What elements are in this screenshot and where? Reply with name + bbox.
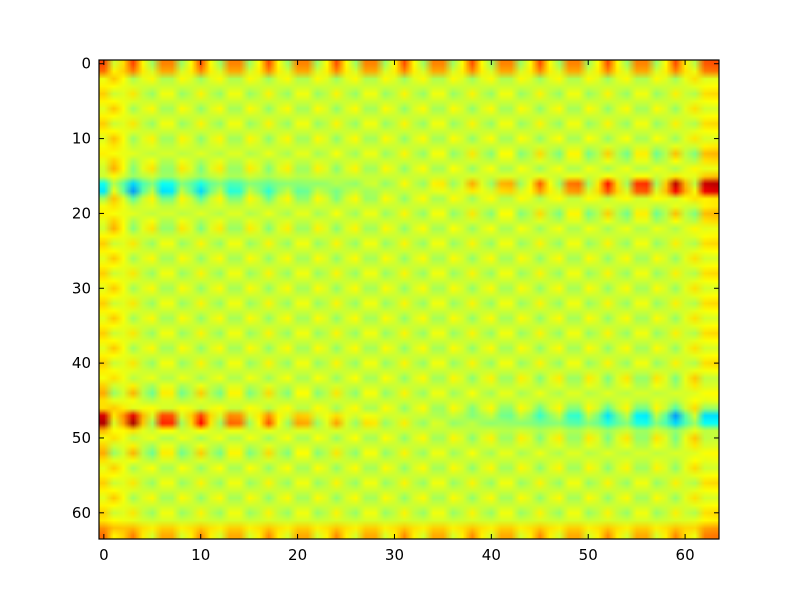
x-tick-label: 10	[191, 546, 210, 564]
x-tick-label: 0	[99, 546, 109, 564]
y-tick-label: 50	[72, 429, 91, 447]
heatmap-image	[99, 60, 719, 539]
x-axis-ticks: 0 10 20 30 40 50 60	[99, 546, 695, 564]
x-tick-label: 50	[579, 546, 598, 564]
x-tick-label: 20	[288, 546, 307, 564]
y-tick-label: 40	[72, 354, 91, 372]
y-axis-ticks: 0 10 20 30 40 50 60	[72, 55, 91, 522]
y-tick-label: 30	[72, 279, 91, 297]
y-tick-label: 20	[72, 204, 91, 222]
x-tick-label: 40	[482, 546, 501, 564]
x-tick-label: 30	[385, 546, 404, 564]
y-tick-label: 10	[72, 130, 91, 148]
y-tick-label: 0	[81, 55, 91, 73]
x-tick-label: 60	[676, 546, 695, 564]
y-tick-label: 60	[72, 504, 91, 522]
